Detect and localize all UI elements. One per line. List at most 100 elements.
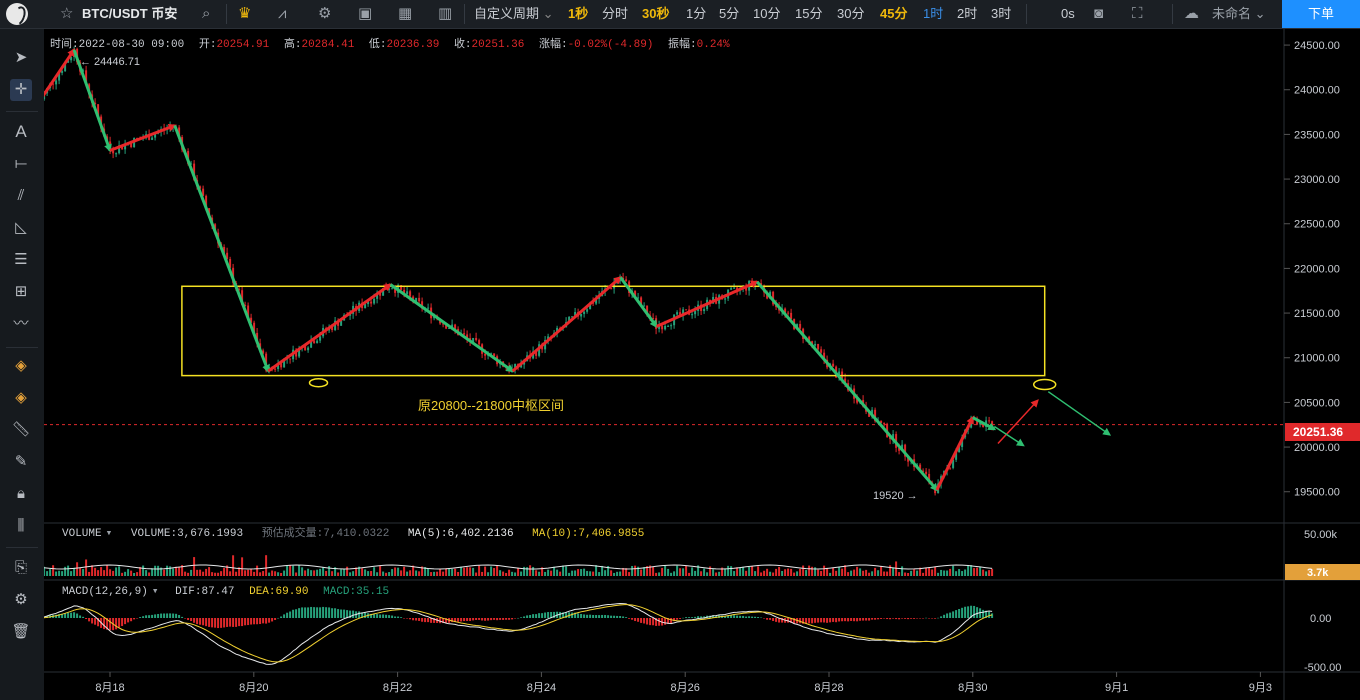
text-tool-icon[interactable]: A xyxy=(15,122,27,141)
macd-hist-bar xyxy=(193,618,196,623)
chart-type-icon[interactable]: ▣ xyxy=(358,5,373,22)
timeframe-4[interactable]: 5分 xyxy=(719,6,740,21)
calendar-icon[interactable]: ▦ xyxy=(398,5,413,22)
volume-bar xyxy=(97,570,100,576)
macd-hist-bar xyxy=(445,618,448,624)
macd-hist-bar xyxy=(184,618,187,619)
candle-body xyxy=(547,336,550,340)
macd-hist-bar xyxy=(760,617,763,619)
lock-icon[interactable]: 🔒︎ xyxy=(17,485,25,502)
candle-body xyxy=(403,289,406,295)
layout-name-dropdown[interactable]: 未命名 ⌄ xyxy=(1212,0,1266,28)
order-button[interactable]: 下单 xyxy=(1282,0,1360,28)
timeframe-6[interactable]: 15分 xyxy=(795,6,823,21)
macd-hist-bar xyxy=(412,618,415,621)
candle-body xyxy=(730,288,733,290)
macd-hist-bar xyxy=(634,618,637,622)
candle-body xyxy=(844,378,847,384)
candle-body xyxy=(928,473,931,483)
timeframe-7[interactable]: 30分 xyxy=(837,6,865,21)
pattern-alt-icon[interactable]: ◈ xyxy=(15,389,27,406)
timeframe-8[interactable]: 45分 xyxy=(880,6,908,21)
fib-tool-icon[interactable]: ☰ xyxy=(14,251,28,268)
volume-bar xyxy=(601,565,604,576)
drawing-toolbar: ➤ ✛ A ⟝ ⫽ ◺ ☰ ⊞ 〰 ◈ ◈ 📏︎ ✎ 🔒︎ ⫼ ⎘ ⚙ 🗑︎ xyxy=(0,29,45,700)
macd-hist-bar xyxy=(391,615,394,618)
volume-chevron-icon[interactable]: ▾ xyxy=(106,528,113,540)
volume-bar xyxy=(616,571,619,576)
trash-icon[interactable]: 🗑︎ xyxy=(11,623,31,640)
macd-hist-bar xyxy=(148,615,151,618)
timeframe-0[interactable]: 1秒 xyxy=(568,6,589,21)
crown-icon[interactable]: ♛ xyxy=(238,5,252,22)
timeframe-1[interactable]: 分时 xyxy=(602,6,629,21)
ruler-icon[interactable]: 📏︎ xyxy=(11,421,31,438)
layout-icon[interactable]: ▥ xyxy=(438,5,453,22)
volume-bar xyxy=(469,567,472,576)
pencil-icon[interactable]: ✎ xyxy=(14,453,28,470)
macd-hist-bar xyxy=(649,618,652,626)
pattern-tool-icon[interactable]: ◈ xyxy=(15,357,27,374)
volume-bar xyxy=(829,572,832,576)
macd-hist-bar xyxy=(631,618,634,620)
volume-bar xyxy=(406,571,409,576)
macd-hist-bar xyxy=(565,612,568,618)
macd-hist-bar xyxy=(451,618,454,623)
triangle-tool-icon[interactable]: ◺ xyxy=(15,219,27,236)
fullscreen-icon[interactable]: ⛶ xyxy=(1132,5,1143,22)
camera-icon[interactable]: ◙ xyxy=(1094,5,1104,22)
volume-bar xyxy=(58,570,61,576)
macd-hist-bar xyxy=(82,616,85,618)
candle-body xyxy=(733,287,736,289)
candle-body xyxy=(388,288,391,290)
cursor-arrow-icon[interactable]: ➤ xyxy=(14,49,28,66)
macd-hist-bar xyxy=(403,618,406,619)
crosshair-icon[interactable]: ✛ xyxy=(10,79,32,101)
timeframe-5[interactable]: 10分 xyxy=(753,6,781,21)
macd-hist-bar xyxy=(586,614,589,618)
timeframe-3[interactable]: 1分 xyxy=(686,6,707,21)
candle-body xyxy=(634,290,637,299)
indicator-icon[interactable]: ⩘ xyxy=(278,5,287,22)
candle-body xyxy=(262,350,265,354)
current-price-tag xyxy=(1285,423,1360,441)
macd-hist-bar xyxy=(472,618,475,621)
volume-bar xyxy=(328,566,331,576)
user-drawings[interactable] xyxy=(44,48,1112,492)
search-icon[interactable]: ⌕ xyxy=(202,5,211,22)
bookmark-icon[interactable]: ⎘ xyxy=(14,559,27,576)
trend-line-icon[interactable]: ⫽ xyxy=(17,187,25,204)
custom-period-dropdown[interactable]: 自定义周期 ⌄ xyxy=(474,0,554,28)
volume-bar xyxy=(295,572,298,576)
timeframe-2[interactable]: 30秒 xyxy=(642,6,670,21)
macd-chevron-icon[interactable]: ▾ xyxy=(152,586,159,598)
price-axis: 24500.00 24000.00 23500.00 23000.00 22500.00… xyxy=(1284,40,1340,499)
macd-hist-bar xyxy=(487,618,490,621)
timeframe-9[interactable]: 1时 xyxy=(923,6,944,21)
price-chart[interactable]: 时间:2022-08-30 09:00 开:20254.91 高:20284.4… xyxy=(44,29,1360,700)
rectangle-tool-icon[interactable]: ⊞ xyxy=(14,283,28,300)
macd-hist-bar xyxy=(538,613,541,618)
volume-bar xyxy=(871,571,874,576)
timeframe-11[interactable]: 3时 xyxy=(991,6,1012,21)
settings-gear-icon[interactable]: ⚙ xyxy=(318,5,332,22)
candle-body xyxy=(148,134,151,140)
horizontal-line-icon[interactable]: ⟝ xyxy=(14,155,28,172)
wave-tool-icon[interactable]: 〰 xyxy=(13,315,29,332)
macd-hist-bar xyxy=(724,615,727,618)
macd-value: 35.15 xyxy=(356,586,389,598)
candle-body xyxy=(229,259,232,268)
candles-icon[interactable]: ⫼ xyxy=(17,517,25,534)
candle-body xyxy=(280,363,283,368)
low-label: 低: xyxy=(369,37,387,51)
macd-hist-bar xyxy=(73,612,76,618)
volume-bar xyxy=(736,567,739,576)
volume-bar xyxy=(952,565,955,576)
macd-hist-bar xyxy=(727,615,730,618)
symbol-title[interactable]: BTC/USDT 币安 xyxy=(82,6,178,21)
settings-list-icon[interactable]: ⚙ xyxy=(14,591,28,608)
timeframe-10[interactable]: 2时 xyxy=(957,6,978,21)
volume-bar xyxy=(898,572,901,576)
cloud-icon[interactable]: ☁ xyxy=(1184,5,1199,22)
favorite-star-icon[interactable]: ☆ xyxy=(60,5,74,22)
